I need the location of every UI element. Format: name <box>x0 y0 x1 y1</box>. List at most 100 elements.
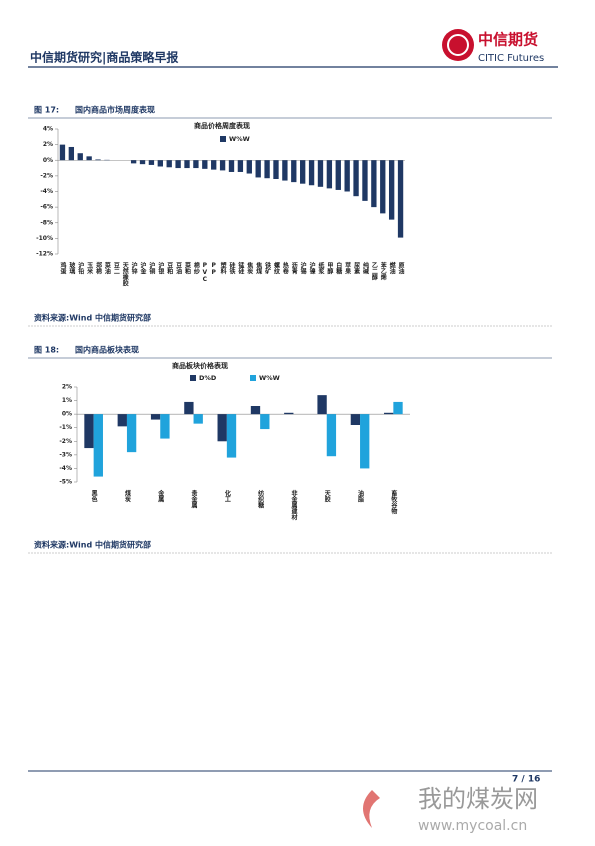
x-tick-label: 苹果 <box>344 261 352 275</box>
bar <box>238 160 243 172</box>
legend-label: D%D <box>199 374 217 382</box>
figure-caption: 国内商品板块表现 <box>75 345 139 355</box>
y-tick-label: 2% <box>62 384 72 391</box>
y-tick-label: -12% <box>36 251 53 258</box>
bar <box>284 413 293 414</box>
x-tick-label: 硅铁 <box>228 261 235 275</box>
header-title: 中信期货研究|商品策略早报 <box>30 50 178 65</box>
bar <box>95 159 100 160</box>
x-tick-label: PVC <box>201 262 208 283</box>
chart-title: 商品板块价格表现 <box>172 361 228 370</box>
bar <box>251 406 260 414</box>
x-tick-label: 纺织糖 <box>257 489 264 509</box>
page-number: 7 / 16 <box>512 775 540 785</box>
bar <box>344 160 349 191</box>
bar <box>175 160 180 168</box>
bar <box>317 395 326 414</box>
y-tick-label: -5% <box>59 479 72 486</box>
x-tick-label: 乙二醇 <box>370 262 377 281</box>
bar <box>393 402 402 414</box>
bar <box>384 413 393 414</box>
y-tick-label: 0% <box>62 411 72 418</box>
bar <box>184 160 189 168</box>
figure-source: 资料来源:Wind 中信期货研究部 <box>34 313 151 323</box>
bar <box>309 160 314 185</box>
y-tick-label: -3% <box>59 451 72 458</box>
bar <box>318 160 323 187</box>
legend-swatch <box>250 375 256 381</box>
bar <box>300 160 305 183</box>
x-tick-label: 豆粕 <box>166 261 173 275</box>
legend-swatch <box>190 375 196 381</box>
bar <box>193 160 198 168</box>
x-tick-label: 沥青 <box>290 261 297 275</box>
bar <box>227 414 236 457</box>
x-tick-label: 焦煤 <box>255 261 263 275</box>
legend-label: W%W <box>259 374 280 382</box>
x-tick-label: 天胶 <box>323 490 330 503</box>
y-tick-label: -4% <box>40 188 53 195</box>
bar <box>282 160 287 180</box>
x-tick-label: 沪铅 <box>77 261 84 275</box>
bar <box>184 402 193 414</box>
figure-label: 图 17: <box>34 106 59 115</box>
y-tick-label: -6% <box>40 204 53 211</box>
x-tick-label: 螺纹 <box>272 261 279 275</box>
bar <box>351 414 360 425</box>
x-tick-label: 黑色 <box>90 489 97 503</box>
x-tick-label: 沪银 <box>157 261 164 275</box>
y-tick-label: -2% <box>59 438 72 445</box>
x-tick-label: 白糖 <box>335 261 342 275</box>
x-tick-label: 玻璃 <box>68 261 75 275</box>
bar <box>336 160 341 190</box>
x-tick-label: 菜粕 <box>184 261 192 275</box>
bar <box>353 160 358 196</box>
x-tick-label: 金属 <box>157 489 165 503</box>
bar <box>398 160 403 237</box>
bar <box>360 414 369 468</box>
legend-label: W%W <box>229 135 250 143</box>
bar <box>211 160 216 169</box>
x-tick-label: PP <box>210 262 217 276</box>
x-tick-label: 郑棉 <box>95 261 102 275</box>
bar <box>264 160 269 178</box>
bar <box>256 160 261 177</box>
watermark-url: www.mycoal.cn <box>418 818 527 834</box>
y-tick-label: -2% <box>40 172 53 179</box>
figure-source: 资料来源:Wind 中信期货研究部 <box>34 540 151 550</box>
x-tick-label: 热卷 <box>281 261 289 275</box>
x-tick-label: 鸡蛋 <box>59 261 67 275</box>
bar <box>118 414 127 426</box>
brand-en: CITIC Futures <box>478 53 544 64</box>
y-tick-label: -10% <box>36 235 53 242</box>
bar <box>94 414 103 476</box>
x-tick-label: 沪锌 <box>130 261 137 275</box>
bar <box>247 160 252 173</box>
y-tick-label: 1% <box>62 397 72 404</box>
x-tick-label: 沪金 <box>139 261 147 275</box>
bar <box>362 160 367 201</box>
bar <box>371 160 376 207</box>
bar <box>167 160 172 167</box>
bar <box>327 414 336 456</box>
bar <box>78 153 83 160</box>
watermark-logo <box>363 790 380 828</box>
bar <box>327 160 332 188</box>
bar <box>69 147 74 160</box>
bar <box>194 414 203 424</box>
bar <box>140 160 145 164</box>
bar <box>86 156 91 160</box>
bar <box>149 160 154 165</box>
x-tick-label: 贵金属 <box>190 489 198 509</box>
x-tick-label: 豆油 <box>175 261 182 275</box>
y-tick-label: 2% <box>43 141 53 148</box>
bar <box>127 414 136 452</box>
bar <box>218 414 227 441</box>
x-tick-label: 棉纱 <box>192 261 199 275</box>
x-tick-label: 油脂 <box>357 489 365 503</box>
bar <box>220 160 225 170</box>
brand-cn: 中信期货 <box>478 31 538 49</box>
bar <box>260 414 269 429</box>
x-tick-label: 玉米 <box>86 261 93 275</box>
